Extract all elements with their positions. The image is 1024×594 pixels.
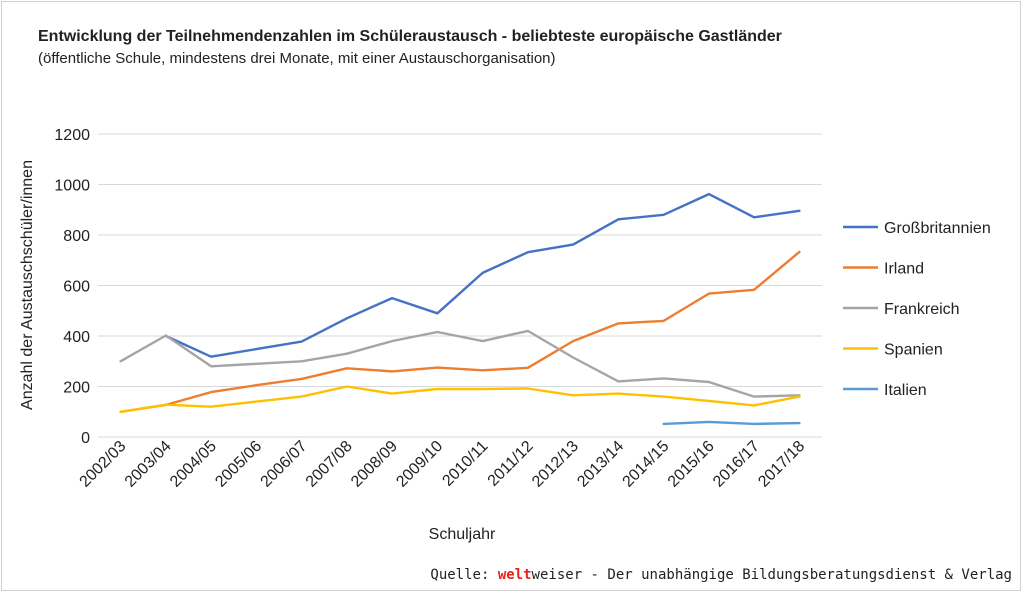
source-brand-rest: weiser (531, 567, 583, 583)
y-tick-label: 400 (63, 329, 90, 346)
legend-label: Spanien (884, 342, 943, 359)
legend-label: Großbritannien (884, 220, 991, 237)
x-tick-label: 2004/05 (167, 438, 220, 491)
gridlines (98, 133, 822, 438)
x-tick-label: 2009/10 (393, 438, 446, 491)
x-tick-label: 2012/13 (529, 438, 582, 491)
chart-title: Entwicklung der Teilnehmendenzahlen im S… (38, 28, 782, 45)
x-tick-label: 2011/12 (485, 438, 537, 490)
x-tick-labels: 2002/032003/042004/052005/062006/072007/… (77, 438, 809, 491)
x-axis-label: Schuljahr (429, 526, 496, 543)
y-tick-label: 200 (63, 380, 90, 397)
y-tick-label: 600 (63, 279, 90, 296)
y-tick-labels: 0 200 400 600 800 1000 1200 (54, 127, 90, 447)
source-brand-highlight: welt (497, 567, 532, 583)
x-tick-label: 2013/14 (574, 438, 627, 491)
series-line-großbritannien (164, 192, 801, 358)
source-prefix: Quelle: (430, 567, 498, 583)
legend-label: Frankreich (884, 301, 960, 318)
series-line-irland (119, 250, 801, 413)
x-tick-label: 2016/17 (710, 438, 763, 491)
y-tick-label: 1200 (54, 127, 90, 144)
source-suffix: - Der unabhängige Bildungsberatungsdiens… (582, 567, 1012, 583)
x-tick-label: 2003/04 (122, 438, 175, 491)
x-tick-label: 2015/16 (665, 438, 718, 491)
series-lines (119, 192, 801, 426)
series-line-frankreich (119, 329, 801, 398)
x-tick-label: 2007/08 (303, 438, 356, 491)
x-tick-label: 2006/07 (258, 438, 311, 491)
chart-subtitle: (öffentliche Schule, mindestens drei Mon… (38, 50, 556, 67)
x-tick-label: 2017/18 (755, 438, 808, 491)
y-axis-label: Anzahl der Austauschschüler/innen (19, 160, 36, 410)
x-tick-label: 2005/06 (212, 438, 265, 491)
x-tick-label: 2014/15 (620, 438, 673, 491)
x-tick-label: 2008/09 (348, 438, 401, 491)
y-tick-label: 1000 (54, 178, 90, 195)
series-line-italien (662, 420, 801, 426)
legend-label: Italien (884, 382, 927, 399)
series-line-spanien (119, 385, 801, 413)
legend-label: Irland (884, 261, 924, 278)
source-note: Quelle: weltweiser - Der unabhängige Bil… (430, 567, 1012, 583)
y-tick-label: 800 (63, 228, 90, 245)
y-tick-label: 0 (81, 430, 90, 447)
legend: Großbritannien Irland Frankreich Spanien Ita… (843, 220, 991, 399)
x-tick-label: 2010/11 (439, 438, 491, 490)
